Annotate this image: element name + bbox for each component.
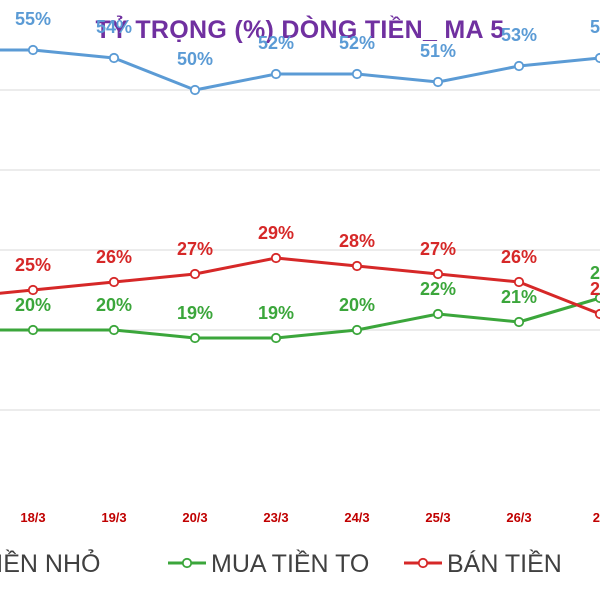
x-tick-label: 27: [593, 510, 600, 525]
series-0-point: [27, 44, 39, 56]
legend-label: MUA TIỀN TO: [211, 549, 369, 578]
series-line-0: [0, 48, 600, 92]
x-tick-label: 18/3: [20, 510, 45, 525]
data-label: 52%: [339, 33, 375, 53]
series-line-1: [0, 296, 600, 340]
series-2-point: [351, 260, 363, 272]
series-0-point: [432, 76, 444, 88]
series-2-point: [270, 252, 282, 264]
series-1-point: [432, 308, 444, 320]
data-label: 51%: [420, 41, 456, 61]
data-label: 19%: [177, 303, 213, 323]
legend-item-2: BÁN TIỀN: [404, 549, 562, 578]
legend-label: BÁN TIỀN: [447, 549, 562, 578]
series-0-point: [513, 60, 525, 72]
series-2-point: [432, 268, 444, 280]
data-label: 25%: [15, 255, 51, 275]
x-tick-label: 26/3: [506, 510, 531, 525]
data-label: 53%: [501, 25, 537, 45]
data-label: 26%: [501, 247, 537, 267]
series-2-point: [27, 284, 39, 296]
x-tick-label: 23/3: [263, 510, 288, 525]
data-label: 54%: [96, 17, 132, 37]
series-0-point: [351, 68, 363, 80]
data-label: 27%: [177, 239, 213, 259]
data-label: 55%: [15, 9, 51, 29]
x-tick-label: 25/3: [425, 510, 450, 525]
series-0-point: [594, 52, 600, 64]
legend-item-0: TIỀN NHỎ: [0, 548, 100, 578]
data-label: 22%: [420, 279, 456, 299]
legend-marker: [417, 557, 429, 569]
series-2-point: [189, 268, 201, 280]
legend: TIỀN NHỎ MUA TIỀN TO BÁN TIỀN: [0, 548, 562, 578]
series-1-point: [270, 332, 282, 344]
series-0-point: [189, 84, 201, 96]
legend-item-1: MUA TIỀN TO: [168, 549, 369, 578]
x-tick-label: 24/3: [344, 510, 369, 525]
legend-marker: [181, 557, 193, 569]
chart-title: TỶ TRỌNG (%) DÒNG TIỀN_ MA 5: [95, 16, 505, 44]
data-label: 20%: [339, 295, 375, 315]
series-2-point: [594, 308, 600, 320]
legend-label: TIỀN NHỎ: [0, 548, 100, 578]
data-label: 54: [590, 17, 600, 37]
data-label: 26%: [96, 247, 132, 267]
data-label: 24: [590, 263, 600, 283]
series-1-point: [513, 316, 525, 328]
series-0-point: [270, 68, 282, 80]
data-label: 28%: [339, 231, 375, 251]
data-label: 52%: [258, 33, 294, 53]
data-label: 29%: [258, 223, 294, 243]
data-label: 27%: [420, 239, 456, 259]
series-2-point: [108, 276, 120, 288]
series-line-2: [0, 256, 600, 316]
data-labels: 55% 54% 50% 52% 52% 51% 53% 54 20% 20% 19% 19% 20% 22…: [15, 9, 600, 323]
series-1-point: [108, 324, 120, 336]
x-tick-label: 19/3: [101, 510, 126, 525]
data-label: 50%: [177, 49, 213, 69]
series-0-point: [108, 52, 120, 64]
series-1-point: [189, 332, 201, 344]
series-1-point: [27, 324, 39, 336]
series-lines: [0, 44, 600, 344]
x-tick-label: 20/3: [182, 510, 207, 525]
data-label: 20%: [96, 295, 132, 315]
data-label: 19%: [258, 303, 294, 323]
data-label: 22: [590, 279, 600, 299]
data-label: 21%: [501, 287, 537, 307]
series-1-point: [351, 324, 363, 336]
series-2-point: [513, 276, 525, 288]
data-label: 20%: [15, 295, 51, 315]
x-axis-ticks: 18/3 19/3 20/3 23/3 24/3 25/3 26/3 27: [20, 510, 600, 525]
